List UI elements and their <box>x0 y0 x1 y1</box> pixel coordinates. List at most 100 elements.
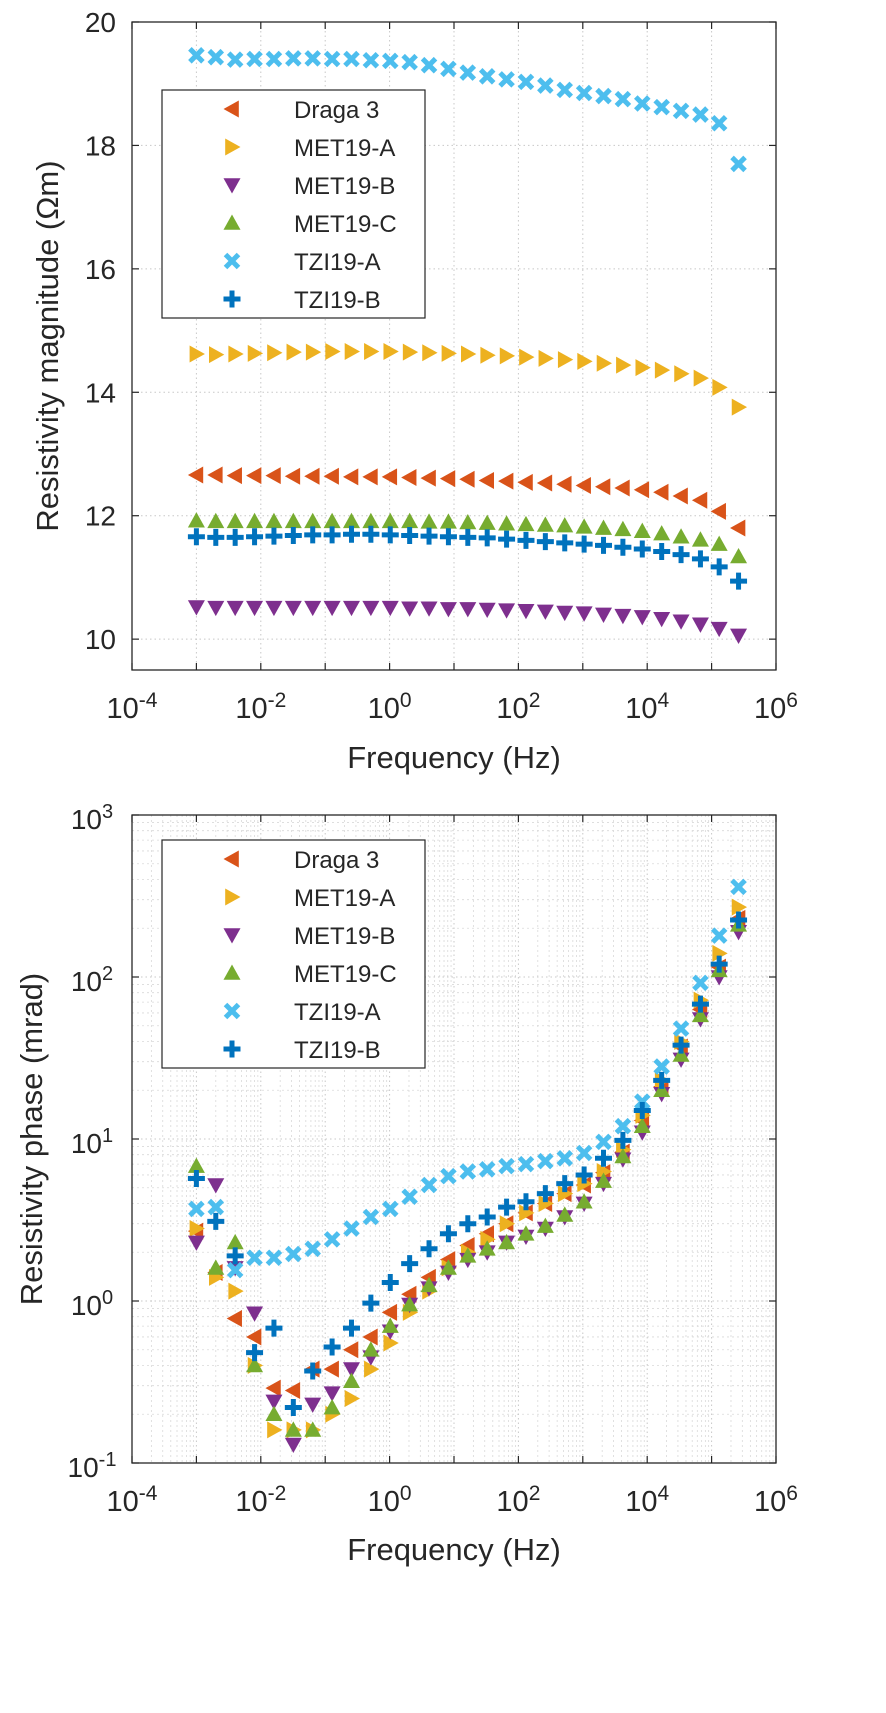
data-point-met19-b <box>207 1178 225 1194</box>
legend-marker-met19-b <box>223 178 241 194</box>
data-point-tzi19-b <box>362 525 380 543</box>
data-point-met19-a <box>364 343 380 361</box>
data-point-met19-b <box>672 614 690 630</box>
data-point-met19-c <box>517 1225 535 1241</box>
data-point-tzi19-a <box>401 53 418 71</box>
data-point-tzi19-b <box>246 528 264 546</box>
legend-marker-met19-c <box>223 964 241 980</box>
data-point-met19-b <box>284 600 302 617</box>
data-point-met19-c <box>614 520 632 537</box>
data-point-tzi19-a <box>595 1133 612 1151</box>
data-point-tzi19-b <box>207 1212 225 1230</box>
data-point-met19-a <box>305 343 322 361</box>
data-point-met19-c <box>381 1317 399 1333</box>
data-point-tzi19-b <box>633 1101 651 1119</box>
data-point-tzi19-a <box>575 84 593 102</box>
ticks <box>131 21 777 670</box>
data-point-met19-a <box>577 1175 593 1193</box>
data-point-met19-c <box>595 519 613 535</box>
data-point-tzi19-a <box>304 1240 321 1258</box>
data-point-met19-a <box>674 365 690 383</box>
data-point-tzi19-b <box>226 1247 244 1265</box>
data-point-met19-a <box>480 346 496 364</box>
data-point-met19-b <box>187 600 205 616</box>
data-point-draga-3 <box>362 1328 378 1346</box>
data-point-met19-c <box>614 1147 632 1164</box>
data-point-draga-3 <box>187 466 204 484</box>
data-point-tzi19-a <box>537 77 554 94</box>
data-point-draga-3 <box>691 491 708 509</box>
data-point-tzi19-a <box>634 95 651 112</box>
y-tick-label: 101 <box>71 1125 113 1159</box>
data-point-tzi19-b <box>614 538 632 556</box>
data-point-met19-b <box>595 607 613 623</box>
data-point-tzi19-a <box>420 1176 438 1194</box>
data-point-met19-b <box>342 1362 360 1378</box>
data-point-met19-a <box>402 343 419 361</box>
legend-marker-tzi19-a <box>223 1002 241 1020</box>
data-point-draga-3 <box>362 468 378 486</box>
y-tick-labels: 10 12 14 16 18 20 <box>85 7 116 655</box>
data-point-tzi19-b <box>439 1225 457 1243</box>
data-point-draga-3 <box>401 468 417 486</box>
data-point-met19-c <box>187 1157 205 1173</box>
data-point-met19-c <box>459 514 477 530</box>
data-point-met19-a <box>208 346 225 364</box>
data-point-tzi19-a <box>730 155 747 173</box>
data-point-met19-a <box>325 343 341 361</box>
data-point-tzi19-b <box>342 525 360 543</box>
data-point-tzi19-b <box>556 534 574 552</box>
data-point-met19-a <box>189 1220 205 1238</box>
data-point-draga-3 <box>672 487 688 505</box>
data-point-tzi19-b <box>595 536 613 554</box>
data-point-tzi19-b <box>730 911 748 929</box>
data-point-tzi19-b <box>401 1255 419 1273</box>
x-tick-label: 10-2 <box>235 689 286 725</box>
y-tick-label: 102 <box>71 963 113 997</box>
data-point-tzi19-b <box>710 955 728 973</box>
data-point-draga-3 <box>304 467 320 485</box>
phase-chart: 10-4 10-2 100 102 104 106 10-1 100 101 102 103 Freq… <box>14 801 798 1567</box>
data-point-met19-c <box>420 513 438 529</box>
series-tzi19-b <box>187 525 748 590</box>
data-points <box>187 47 748 644</box>
data-point-tzi19-a <box>478 68 496 85</box>
data-point-tzi19-a <box>265 1249 283 1266</box>
series-met19-c <box>187 512 748 564</box>
data-point-tzi19-a <box>653 1058 670 1075</box>
data-point-tzi19-b <box>575 535 593 553</box>
data-point-met19-c <box>730 547 748 564</box>
data-point-met19-b <box>323 600 341 617</box>
x-tick-label: 10-2 <box>235 1482 286 1518</box>
data-point-met19-c <box>691 531 709 547</box>
data-point-tzi19-b <box>323 1338 341 1356</box>
x-tick-label: 102 <box>496 1482 540 1518</box>
y-tick-label: 18 <box>85 130 116 161</box>
data-point-met19-c <box>362 1341 380 1357</box>
data-point-met19-c <box>691 1006 709 1023</box>
legend-label: MET19-C <box>294 211 397 238</box>
data-point-tzi19-a <box>401 1188 418 1206</box>
data-point-draga-3 <box>323 1360 339 1378</box>
legend-label: Draga 3 <box>294 847 379 874</box>
data-point-tzi19-b <box>595 1149 613 1167</box>
x-tick-labels: 10-4 10-2 100 102 104 106 <box>107 689 798 725</box>
data-point-met19-a <box>480 1230 496 1248</box>
data-point-met19-c <box>498 515 516 531</box>
data-point-draga-3 <box>381 468 398 486</box>
data-point-tzi19-a <box>692 106 709 123</box>
y-axis-title: Resistivity magnitude (Ωm) <box>30 160 65 531</box>
x-tick-label: 106 <box>754 689 798 725</box>
data-point-draga-3 <box>226 1309 242 1327</box>
legend-label: TZI19-B <box>294 1037 381 1064</box>
data-point-tzi19-a <box>556 1150 574 1167</box>
data-point-tzi19-b <box>187 1170 205 1188</box>
data-point-met19-c <box>633 522 651 538</box>
data-point-met19-c <box>439 513 457 529</box>
data-point-met19-c <box>653 1081 671 1098</box>
data-point-met19-c <box>459 1247 477 1263</box>
data-point-met19-c <box>710 535 728 551</box>
data-point-tzi19-a <box>710 114 728 132</box>
data-point-tzi19-b <box>653 1071 671 1089</box>
legend-label: MET19-A <box>294 135 395 162</box>
